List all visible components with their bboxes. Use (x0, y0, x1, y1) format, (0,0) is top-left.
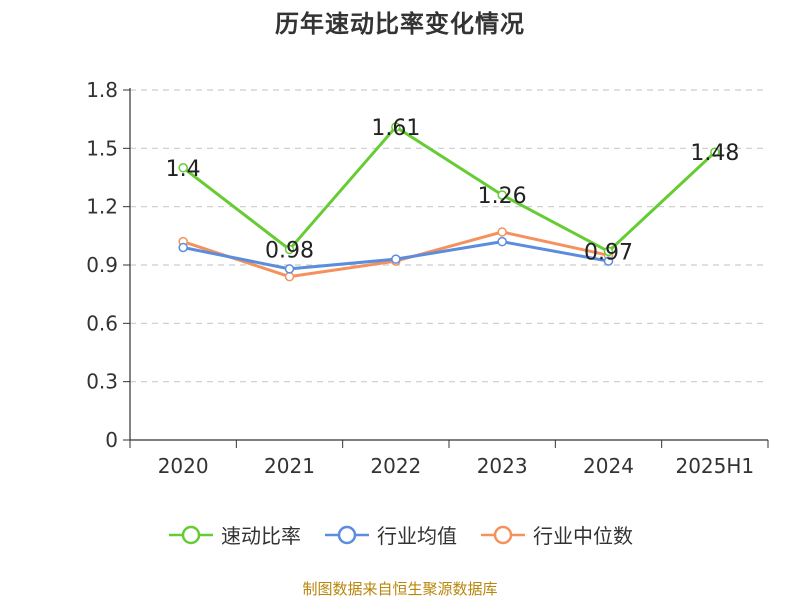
series-1-point-2 (391, 254, 401, 264)
legend-swatch-series-1 (325, 525, 369, 544)
data-label-1: 0.98 (265, 238, 314, 263)
legend-item-series-0[interactable]: 速动比率 (167, 520, 301, 549)
data-label-4: 0.97 (584, 240, 633, 265)
legend-label-series-1: 行业均值 (377, 524, 457, 548)
legend-swatch-series-0 (169, 525, 213, 544)
chart-legend: 速动比率 行业均值 行业中位数 (0, 520, 800, 549)
x-tick-label-4: 2024 (583, 454, 634, 478)
data-label-5: 1.48 (690, 141, 739, 166)
legend-label-series-0: 速动比率 (221, 524, 301, 548)
series-2-point-3 (497, 227, 507, 237)
y-tick-label-3: 0.9 (86, 253, 118, 277)
legend-swatch-series-2 (481, 525, 525, 544)
series-2-point-1 (284, 271, 295, 282)
x-tick-label-5: 2025H1 (675, 454, 754, 478)
y-tick-label-1: 0.3 (86, 370, 118, 394)
x-tick-label-3: 2023 (477, 454, 528, 478)
series-line-2 (182, 230, 609, 279)
series-0-point-3 (497, 190, 507, 200)
data-label-0: 1.4 (166, 157, 201, 182)
y-tick-label-5: 1.5 (86, 136, 118, 160)
legend-marker-0 (181, 525, 201, 544)
series-1-point-3 (497, 236, 507, 247)
x-tick-label-2: 2022 (370, 454, 421, 478)
legend-marker-2 (493, 525, 513, 544)
series-1-point-4 (603, 256, 614, 266)
legend-label-series-2: 行业中位数 (533, 524, 633, 548)
y-tick-label-2: 0.6 (86, 311, 118, 335)
legend-item-series-2[interactable]: 行业中位数 (479, 520, 633, 549)
series-0-point-0 (178, 163, 188, 173)
series-0-point-1 (284, 244, 295, 255)
y-tick-label-0: 0 (105, 428, 118, 452)
series-0-point-5 (710, 147, 720, 157)
series-0-point-2 (391, 122, 401, 132)
y-tick-label-6: 1.8 (86, 78, 118, 102)
y-tick-label-4: 1.2 (86, 195, 118, 219)
x-tick-label-0: 2020 (158, 454, 209, 478)
chart-title: 历年速动比率变化情况 (275, 10, 525, 38)
data-label-3: 1.26 (478, 184, 527, 209)
legend-item-series-1[interactable]: 行业均值 (323, 520, 457, 549)
source-note: 制图数据来自恒生聚源数据库 (302, 580, 498, 598)
series-1-point-1 (284, 264, 295, 274)
series-line-0 (182, 125, 716, 253)
x-tick-label-1: 2021 (264, 454, 315, 478)
series-0-point-4 (603, 246, 614, 257)
data-label-2: 1.61 (371, 116, 420, 141)
series-1-point-0 (178, 242, 188, 253)
legend-marker-1 (337, 525, 357, 544)
